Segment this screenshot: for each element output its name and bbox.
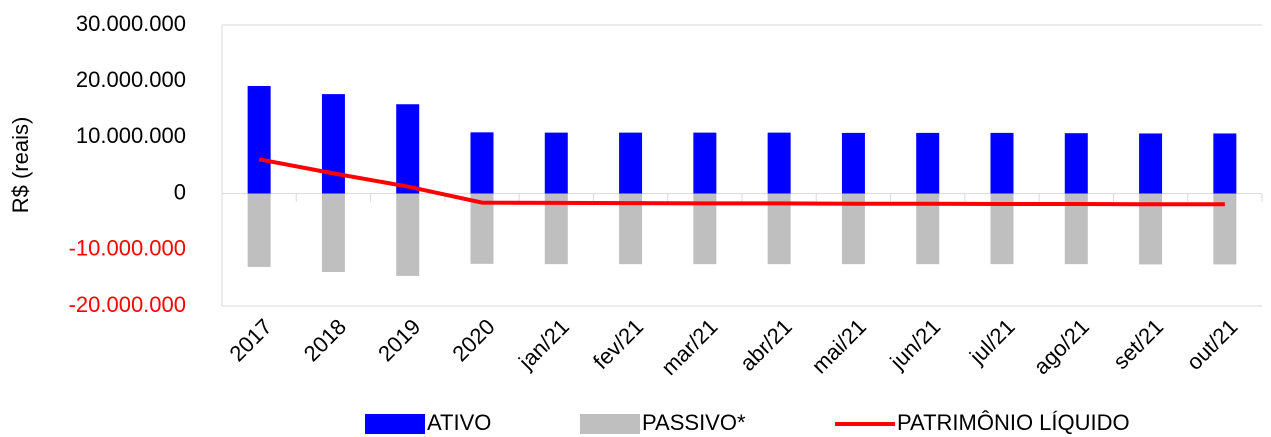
bar bbox=[990, 132, 1014, 194]
bar bbox=[990, 193, 1014, 265]
bar bbox=[1064, 193, 1088, 265]
bar bbox=[247, 85, 271, 194]
x-tick-label: 2019 bbox=[373, 314, 425, 366]
bar bbox=[693, 193, 717, 265]
x-tick-label: abr/21 bbox=[735, 314, 797, 376]
bar bbox=[767, 193, 791, 265]
bar bbox=[321, 94, 345, 194]
x-tick-label: fev/21 bbox=[588, 314, 648, 374]
legend-label: PASSIVO* bbox=[642, 410, 746, 435]
x-tick-label: 2017 bbox=[224, 314, 276, 366]
y-tick-label: 30.000.000 bbox=[76, 11, 186, 36]
bar bbox=[544, 132, 568, 194]
x-tick-label: 2020 bbox=[447, 314, 499, 366]
x-tick-label: mar/21 bbox=[656, 314, 722, 380]
bar bbox=[321, 193, 345, 272]
y-tick-label: 0 bbox=[174, 179, 186, 204]
bar bbox=[1213, 193, 1237, 265]
x-tick-label: set/21 bbox=[1108, 314, 1168, 374]
bar bbox=[396, 193, 420, 276]
legend-label: PATRIMÔNIO LÍQUIDO bbox=[897, 410, 1130, 435]
bar bbox=[544, 193, 568, 265]
x-tick-label: 2018 bbox=[299, 314, 351, 366]
bar bbox=[1213, 133, 1237, 194]
legend-swatch bbox=[580, 414, 640, 434]
y-tick-label: 20.000.000 bbox=[76, 67, 186, 92]
x-tick-label: ago/21 bbox=[1029, 314, 1094, 379]
y-tick-label: -10.000.000 bbox=[69, 236, 186, 261]
x-tick-label: jun/21 bbox=[885, 314, 946, 375]
bar bbox=[767, 132, 791, 194]
bar bbox=[916, 193, 940, 265]
bar bbox=[619, 132, 643, 194]
bar bbox=[916, 132, 940, 194]
line-series bbox=[258, 157, 1225, 207]
bar bbox=[247, 193, 271, 267]
bar bbox=[1139, 133, 1163, 194]
bar bbox=[470, 132, 494, 194]
bar bbox=[693, 132, 717, 194]
bar bbox=[470, 193, 494, 264]
legend-label: ATIVO bbox=[427, 410, 491, 435]
x-tick-label: mai/21 bbox=[807, 314, 871, 378]
bar bbox=[841, 193, 865, 265]
x-tick-label: jul/21 bbox=[964, 314, 1020, 370]
legend-swatch bbox=[365, 414, 425, 434]
bar bbox=[619, 193, 643, 265]
bar bbox=[396, 104, 420, 194]
y-axis-title: R$ (reais) bbox=[8, 117, 33, 214]
x-tick-label: jan/21 bbox=[513, 314, 574, 375]
bar bbox=[841, 132, 865, 194]
x-tick-label: out/21 bbox=[1182, 314, 1243, 375]
y-tick-label: 10.000.000 bbox=[76, 123, 186, 148]
bar bbox=[1064, 133, 1088, 194]
y-tick-label: -20.000.000 bbox=[69, 292, 186, 317]
bar bbox=[1139, 193, 1163, 265]
